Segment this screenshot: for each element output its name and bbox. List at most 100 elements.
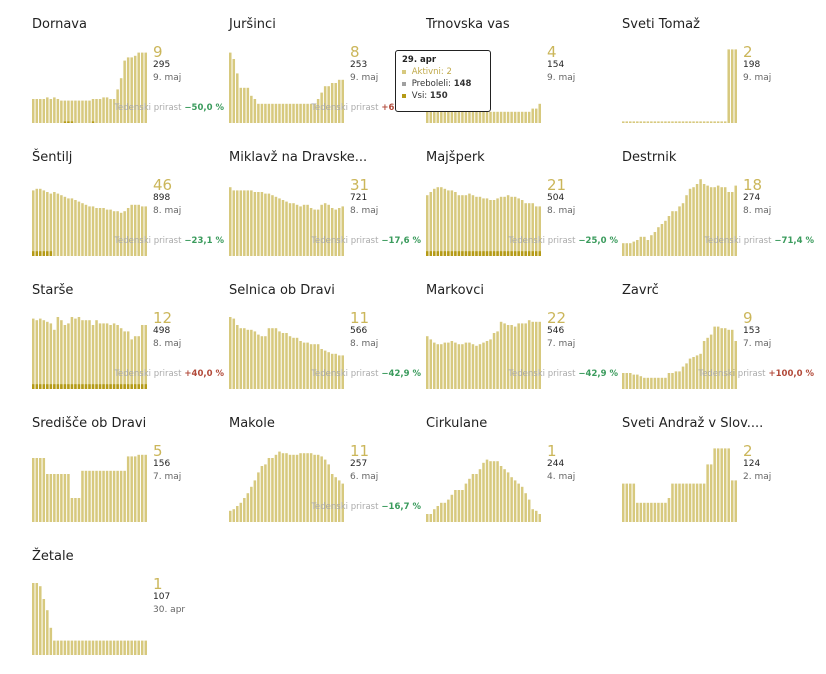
bar[interactable] <box>239 87 243 123</box>
bar[interactable] <box>49 474 53 522</box>
bar[interactable] <box>695 184 699 256</box>
bar[interactable] <box>140 52 144 123</box>
bar[interactable] <box>112 211 116 256</box>
bar[interactable] <box>95 640 98 655</box>
bar[interactable] <box>650 235 653 256</box>
bar[interactable] <box>105 97 109 123</box>
bar[interactable] <box>520 200 524 256</box>
bar[interactable] <box>267 328 271 389</box>
bar[interactable] <box>112 640 116 655</box>
sparkline-chart[interactable] <box>426 43 542 123</box>
bar[interactable] <box>632 121 636 123</box>
bar[interactable] <box>429 192 433 256</box>
bar[interactable] <box>257 103 260 123</box>
sparkline-chart[interactable] <box>622 176 738 256</box>
bar[interactable] <box>464 195 468 256</box>
bar[interactable] <box>653 121 657 123</box>
bar[interactable] <box>485 111 489 123</box>
bar[interactable] <box>730 329 734 389</box>
bar[interactable] <box>60 320 63 389</box>
bar[interactable] <box>478 344 482 389</box>
bar[interactable] <box>260 103 264 123</box>
bar[interactable] <box>334 83 337 123</box>
bar[interactable] <box>496 198 499 256</box>
bar[interactable] <box>646 121 650 123</box>
bar[interactable] <box>671 373 674 389</box>
bar[interactable] <box>35 583 39 655</box>
bar[interactable] <box>88 470 91 522</box>
bar[interactable] <box>81 320 84 389</box>
bar[interactable] <box>475 111 478 123</box>
bar[interactable] <box>716 121 720 123</box>
bar[interactable] <box>664 220 667 256</box>
bar[interactable] <box>433 509 436 522</box>
municipality-card[interactable]: Šentilj 46 898 8. maj Tedenski prirast −23,1 … <box>32 150 228 275</box>
bar[interactable] <box>232 59 236 123</box>
bar[interactable] <box>123 640 126 655</box>
bar[interactable] <box>243 328 246 389</box>
bar[interactable] <box>709 334 713 389</box>
bar[interactable] <box>102 208 105 256</box>
bar[interactable] <box>229 317 232 389</box>
bar[interactable] <box>433 342 436 389</box>
bar[interactable] <box>74 318 77 389</box>
bar[interactable] <box>517 111 520 123</box>
bar[interactable] <box>622 483 625 522</box>
bar[interactable] <box>63 640 67 655</box>
bar[interactable] <box>250 95 253 123</box>
bar[interactable] <box>702 483 706 522</box>
bar[interactable] <box>664 377 667 389</box>
bar[interactable] <box>126 208 130 256</box>
bar[interactable] <box>39 99 42 123</box>
bar[interactable] <box>440 344 443 389</box>
bar[interactable] <box>63 196 67 256</box>
bar[interactable] <box>137 336 140 389</box>
bar[interactable] <box>499 321 503 389</box>
bar[interactable] <box>320 204 323 256</box>
bar[interactable] <box>678 483 681 522</box>
bar[interactable] <box>429 514 433 522</box>
bar[interactable] <box>116 211 119 256</box>
bar[interactable] <box>267 193 271 256</box>
bar[interactable] <box>643 502 646 522</box>
bar[interactable] <box>688 483 692 522</box>
bar[interactable] <box>657 502 660 522</box>
sparkline-chart[interactable] <box>229 176 345 256</box>
sparkline-chart[interactable] <box>622 43 738 123</box>
bar[interactable] <box>81 640 84 655</box>
bar[interactable] <box>123 60 126 123</box>
bar[interactable] <box>32 190 35 256</box>
bar[interactable] <box>440 502 443 522</box>
bar[interactable] <box>489 200 492 256</box>
bar[interactable] <box>667 121 671 123</box>
bar[interactable] <box>112 323 116 389</box>
bar[interactable] <box>720 121 723 123</box>
bar[interactable] <box>133 640 137 655</box>
bar[interactable] <box>56 193 60 256</box>
bar[interactable] <box>538 514 541 522</box>
bar[interactable] <box>706 337 709 389</box>
bar[interactable] <box>243 498 246 522</box>
bar[interactable] <box>471 344 475 389</box>
bar[interactable] <box>734 49 737 123</box>
bar[interactable] <box>236 506 239 522</box>
bar[interactable] <box>337 79 341 123</box>
bar[interactable] <box>49 193 53 256</box>
bar[interactable] <box>657 227 660 256</box>
bar[interactable] <box>692 121 695 123</box>
bar[interactable] <box>674 211 678 256</box>
bar[interactable] <box>67 100 70 123</box>
municipality-card[interactable]: Makole 11 257 6. maj Tedenski prirast −16,7 % <box>229 416 425 541</box>
bar[interactable] <box>734 185 737 256</box>
bar[interactable] <box>706 185 709 256</box>
bar[interactable] <box>288 103 292 123</box>
bar[interactable] <box>646 502 650 522</box>
bar[interactable] <box>130 204 133 256</box>
bar[interactable] <box>426 514 429 522</box>
bar[interactable] <box>330 83 334 123</box>
bar[interactable] <box>243 190 246 256</box>
bar[interactable] <box>309 208 313 256</box>
bar[interactable] <box>56 640 60 655</box>
bar[interactable] <box>70 317 74 389</box>
bar[interactable] <box>685 121 688 123</box>
